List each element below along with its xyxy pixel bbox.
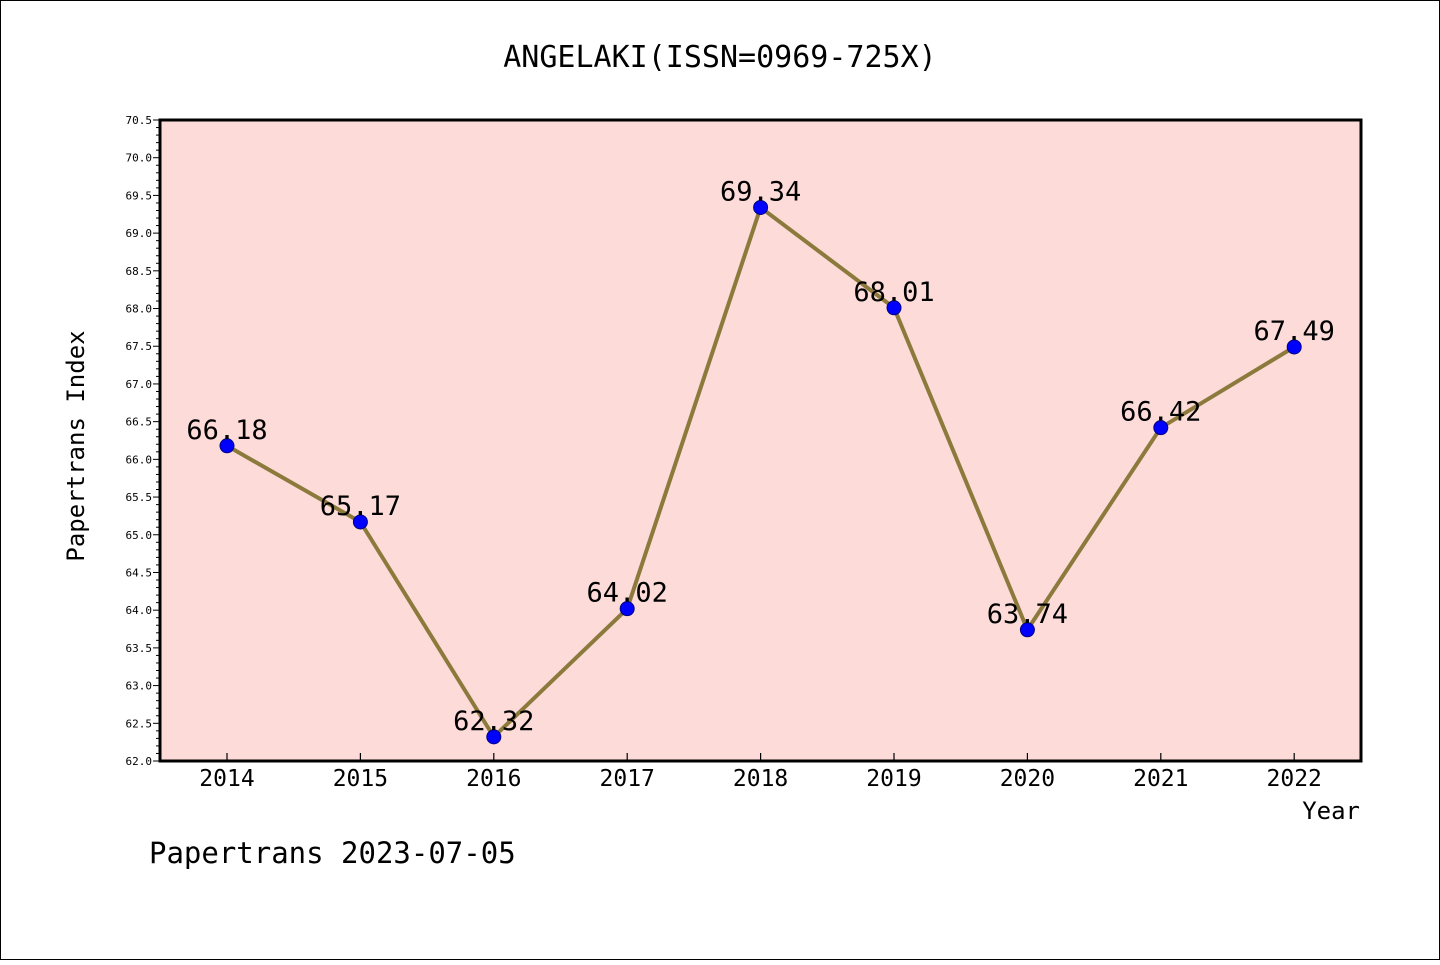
x-tick-label: 2014 — [199, 766, 254, 792]
data-point — [619, 601, 635, 617]
data-label: 62.32 — [453, 706, 534, 737]
x-tick-label: 2017 — [600, 766, 655, 792]
data-point — [1286, 339, 1302, 355]
data-point — [486, 729, 502, 745]
y-tick-label: 63.0 — [126, 680, 153, 693]
y-tick-label: 68.0 — [126, 303, 153, 316]
y-tick-label: 63.5 — [126, 642, 153, 655]
y-tick-label: 62.5 — [126, 717, 153, 730]
series-line-segment — [225, 443, 363, 524]
data-point — [886, 300, 902, 316]
x-tick-label: 2021 — [1133, 766, 1188, 792]
x-tick-label: 2020 — [1000, 766, 1055, 792]
y-tick-label: 70.0 — [126, 152, 153, 165]
data-label: 67.49 — [1254, 316, 1335, 347]
y-tick-label: 66.0 — [126, 453, 153, 466]
data-label: 66.42 — [1120, 397, 1201, 428]
y-tick-label: 68.5 — [126, 265, 153, 278]
data-label: 69.34 — [720, 176, 801, 207]
y-tick-label: 67.0 — [126, 378, 153, 391]
y-axis-label: Papertrans Index — [62, 330, 90, 561]
x-tick-label: 2022 — [1267, 766, 1322, 792]
y-tick-label: 66.5 — [126, 416, 153, 429]
data-point — [753, 199, 769, 215]
series-line-segment — [358, 519, 496, 739]
x-tick-label: 2016 — [466, 766, 521, 792]
plot-frame — [158, 118, 1363, 763]
x-tick-label: 2019 — [866, 766, 921, 792]
series-line-segment — [625, 205, 763, 611]
data-label: 64.02 — [587, 578, 668, 609]
series-line-segment — [491, 606, 630, 739]
data-label: 66.18 — [186, 415, 267, 446]
x-axis-ticks: 2014 2015 2016 2017 2018 2019 2020 2021 2022 — [199, 753, 1322, 792]
y-tick-label: 70.5 — [126, 114, 153, 127]
data-point — [352, 514, 368, 530]
data-point — [219, 438, 235, 454]
data-point — [1019, 622, 1035, 638]
data-label: 68.01 — [853, 277, 934, 308]
data-label: 65.17 — [320, 491, 401, 522]
y-tick-label: 67.5 — [126, 340, 153, 353]
y-tick-label: 65.5 — [126, 491, 153, 504]
y-tick-label: 64.5 — [126, 566, 153, 579]
series-layer — [225, 205, 1297, 739]
plot-area — [160, 120, 1361, 761]
x-tick-label: 2018 — [733, 766, 788, 792]
series-line-segment — [1158, 344, 1297, 430]
x-axis-label: Year — [1302, 797, 1360, 825]
y-tick-label: 64.0 — [126, 604, 153, 617]
y-tick-label: 69.0 — [126, 227, 153, 240]
data-label: 63.74 — [987, 599, 1068, 630]
x-tick-label: 2015 — [333, 766, 388, 792]
data-point — [1153, 420, 1169, 436]
series-line-segment — [758, 205, 896, 310]
series-line-segment — [892, 305, 1030, 632]
y-tick-label: 62.0 — [126, 755, 153, 768]
series-line-segment — [1025, 425, 1163, 632]
data-label-layer: 66.18 65.17 62.32 64.02 69.34 68.01 63.74 66.42… — [186, 176, 1334, 736]
chart-title: ANGELAKI(ISSN=0969-725X) — [503, 40, 936, 75]
marker-layer — [219, 199, 1302, 745]
footer-text: Papertrans 2023-07-05 — [149, 836, 516, 870]
y-tick-label: 65.0 — [126, 529, 153, 542]
y-axis-ticks: 62.0 62.5 63.0 63.5 64.0 64.5 65.0 65.5 66.0 66.5… — [126, 114, 160, 768]
y-tick-label: 69.5 — [126, 189, 153, 202]
